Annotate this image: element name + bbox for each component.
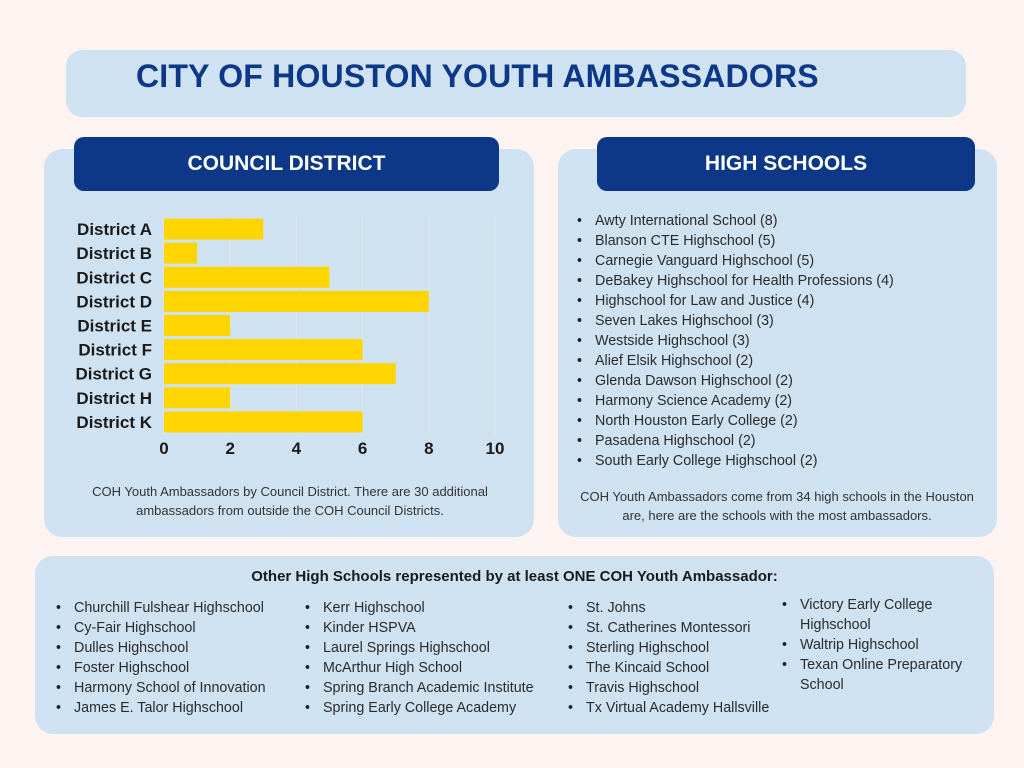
list-item: Harmony Science Academy (2) bbox=[575, 391, 894, 411]
list-item: Cy-Fair Highschool bbox=[54, 618, 294, 638]
list-item: Spring Branch Academic Institute bbox=[303, 678, 558, 698]
list-item: Spring Early College Academy bbox=[303, 698, 558, 718]
other-schools-title: Other High Schools represented by at lea… bbox=[251, 568, 778, 585]
bar bbox=[164, 290, 429, 312]
list-item: North Houston Early College (2) bbox=[575, 411, 894, 431]
list-item: Awty International School (8) bbox=[575, 211, 894, 231]
list-item: Victory Early College Highschool bbox=[780, 595, 985, 635]
list-item: Texan Online Preparatory School bbox=[780, 655, 985, 695]
list-item: James E. Talor Highschool bbox=[54, 698, 294, 718]
other-schools-column-4: Victory Early College HighschoolWaltrip … bbox=[780, 595, 985, 695]
chart-tick-labels: 0 2 4 6 8 10 bbox=[159, 439, 504, 458]
bar bbox=[164, 314, 231, 336]
district-chart-caption: COH Youth Ambassadors by Council Distric… bbox=[92, 484, 488, 518]
list-item: Kinder HSPVA bbox=[303, 618, 558, 638]
list-item: McArthur High School bbox=[303, 658, 558, 678]
council-district-header: COUNCIL DISTRICT bbox=[74, 137, 499, 191]
chart-category-labels: District A District B District C District D… bbox=[75, 220, 152, 432]
list-item: Churchill Fulshear Highschool bbox=[54, 598, 294, 618]
list-item: Pasadena Highschool (2) bbox=[575, 431, 894, 451]
list-item: Glenda Dawson Highschool (2) bbox=[575, 371, 894, 391]
high-schools-caption: COH Youth Ambassadors come from 34 high … bbox=[580, 489, 974, 523]
list-item: South Early College Highschool (2) bbox=[575, 451, 894, 471]
list-item: Blanson CTE Highschool (5) bbox=[575, 231, 894, 251]
bar bbox=[164, 242, 198, 264]
page-title: CITY OF HOUSTON YOUTH AMBASSADORS bbox=[136, 58, 819, 94]
x-tick-label: 0 bbox=[159, 439, 168, 458]
high-schools-header: HIGH SCHOOLS bbox=[597, 137, 975, 191]
category-label: District B bbox=[76, 244, 152, 263]
bar bbox=[164, 218, 264, 240]
list-item: Foster Highschool bbox=[54, 658, 294, 678]
list-item: Laurel Springs Highschool bbox=[303, 638, 558, 658]
category-label: District H bbox=[76, 389, 152, 408]
category-label: District D bbox=[76, 292, 152, 311]
list-item: Carnegie Vanguard Highschool (5) bbox=[575, 251, 894, 271]
list-item: Seven Lakes Highschool (3) bbox=[575, 311, 894, 331]
x-tick-label: 8 bbox=[424, 439, 433, 458]
list-item: Highschool for Law and Justice (4) bbox=[575, 291, 894, 311]
bar bbox=[164, 411, 363, 433]
x-tick-label: 6 bbox=[358, 439, 367, 458]
list-item: Kerr Highschool bbox=[303, 598, 558, 618]
x-tick-label: 10 bbox=[486, 439, 505, 458]
list-item: St. Johns bbox=[566, 598, 781, 618]
other-schools-column-1: Churchill Fulshear HighschoolCy-Fair Hig… bbox=[54, 598, 294, 718]
category-label: District F bbox=[78, 341, 152, 360]
title-banner bbox=[66, 50, 966, 117]
list-item: Tx Virtual Academy Hallsville bbox=[566, 698, 781, 718]
bar bbox=[164, 387, 231, 409]
other-schools-column-2: Kerr HighschoolKinder HSPVALaurel Spring… bbox=[303, 598, 558, 718]
category-label: District G bbox=[75, 365, 152, 384]
category-label: District C bbox=[76, 268, 152, 287]
list-item: DeBakey Highschool for Health Profession… bbox=[575, 271, 894, 291]
list-item: Waltrip Highschool bbox=[780, 635, 985, 655]
category-label: District K bbox=[76, 413, 152, 432]
bar bbox=[164, 363, 396, 385]
list-item: Alief Elsik Highschool (2) bbox=[575, 351, 894, 371]
chart-bars bbox=[164, 218, 429, 433]
x-tick-label: 2 bbox=[225, 439, 234, 458]
list-item: Travis Highschool bbox=[566, 678, 781, 698]
bar bbox=[164, 339, 363, 361]
top-schools-list: Awty International School (8)Blanson CTE… bbox=[575, 211, 894, 471]
other-schools-column-3: St. JohnsSt. Catherines MontessoriSterli… bbox=[566, 598, 781, 718]
list-item: Sterling Highschool bbox=[566, 638, 781, 658]
list-item: St. Catherines Montessori bbox=[566, 618, 781, 638]
list-item: Westside Highschool (3) bbox=[575, 331, 894, 351]
list-item: Dulles Highschool bbox=[54, 638, 294, 658]
list-item: Harmony School of Innovation bbox=[54, 678, 294, 698]
category-label: District E bbox=[77, 316, 152, 335]
x-tick-label: 4 bbox=[292, 439, 302, 458]
category-label: District A bbox=[77, 220, 152, 239]
list-item: The Kincaid School bbox=[566, 658, 781, 678]
bar bbox=[164, 266, 330, 288]
